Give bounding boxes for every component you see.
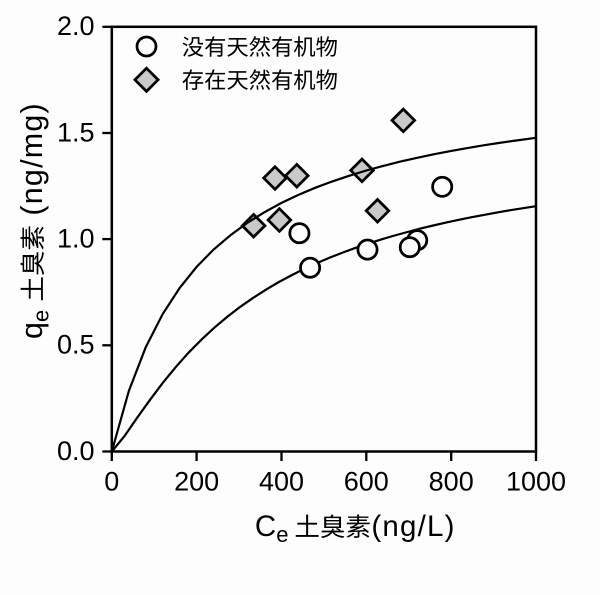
svg-text:(ng/mg): (ng/mg) <box>15 102 49 215</box>
svg-text:400: 400 <box>259 467 304 497</box>
svg-text:600: 600 <box>344 467 389 497</box>
svg-text:e: e <box>29 310 54 322</box>
svg-text:C: C <box>255 510 276 543</box>
svg-text:1.5: 1.5 <box>57 117 95 147</box>
svg-text:e: e <box>276 522 288 547</box>
svg-text:q: q <box>15 322 49 339</box>
svg-text:200: 200 <box>174 467 219 497</box>
svg-text:0.0: 0.0 <box>57 436 95 466</box>
svg-text:800: 800 <box>429 467 474 497</box>
svg-text:0.5: 0.5 <box>57 330 95 360</box>
svg-text:1.0: 1.0 <box>57 223 95 253</box>
svg-text:(ng/L): (ng/L) <box>371 510 455 543</box>
svg-text:2.0: 2.0 <box>57 11 95 41</box>
svg-text:0: 0 <box>104 467 119 497</box>
svg-text:1000: 1000 <box>506 467 566 497</box>
